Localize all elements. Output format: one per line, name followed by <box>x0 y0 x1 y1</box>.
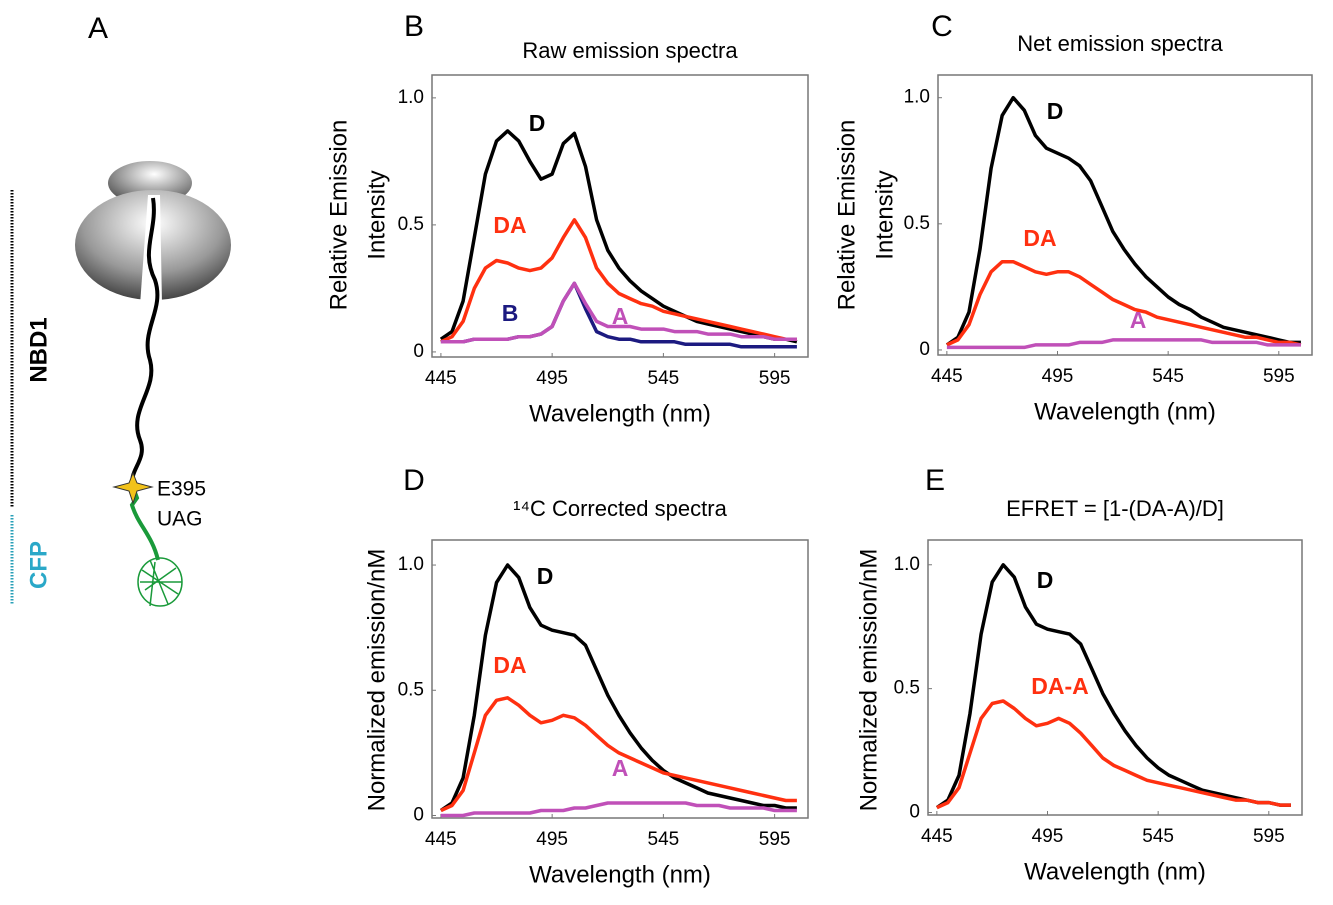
panel-letter: A <box>88 12 108 45</box>
chart-title: Net emission spectra <box>1017 31 1223 56</box>
spectrum-line <box>440 281 797 344</box>
plot-frame <box>431 74 809 358</box>
spectrum-line <box>440 696 797 813</box>
series-label: B <box>502 300 519 326</box>
plot-frame <box>431 539 809 819</box>
series-label: D <box>529 110 546 136</box>
series-label: A <box>612 303 629 329</box>
x-tick-label: 545 <box>648 829 680 850</box>
spectrum-line <box>936 699 1291 810</box>
chart-title: ¹⁴C Corrected spectra <box>513 496 727 521</box>
codon-label: UAG <box>157 508 203 531</box>
x-tick-label: 595 <box>759 368 791 389</box>
chart-title: EFRET = [1-(DA-A)/D] <box>1006 496 1224 521</box>
x-axis-label: Wavelength (nm) <box>529 400 711 427</box>
spectrum-line <box>946 259 1302 347</box>
chart-title: Raw emission spectra <box>522 38 738 63</box>
x-tick-label: 595 <box>1263 366 1295 387</box>
series-label: D <box>1037 567 1054 593</box>
y-tick-label: 0.5 <box>398 214 424 235</box>
x-axis-label: Wavelength (nm) <box>529 861 711 888</box>
x-tick-label: 495 <box>1042 366 1074 387</box>
x-tick-label: 445 <box>425 829 457 850</box>
y-tick-label: 0.5 <box>894 678 920 699</box>
nascent-chain <box>130 197 160 488</box>
y-tick-label: 1.0 <box>904 87 930 108</box>
x-tick-label: 445 <box>931 366 963 387</box>
y-tick-label: 1.0 <box>398 87 424 108</box>
spectrum-line <box>946 338 1301 350</box>
y-axis-label: Relative Emission <box>325 120 352 311</box>
chart-panel: E EFRET = [1-(DA-A)/D] Wavelength (nm) Norm… <box>855 464 1303 885</box>
series-label: DA <box>493 212 526 238</box>
y-axis-label: Normalized emission/nM <box>855 549 882 812</box>
spectrum-line <box>440 801 797 818</box>
y-tick-label: 1.0 <box>398 554 424 575</box>
x-tick-label: 495 <box>536 368 568 389</box>
spectrum-line <box>440 218 797 344</box>
x-axis-label: Wavelength (nm) <box>1034 398 1216 425</box>
y-tick-label: 0 <box>413 341 424 362</box>
cfp-linker <box>129 486 160 561</box>
y-tick-label: 0 <box>909 802 920 823</box>
y-tick-label: 0 <box>919 339 930 360</box>
site-label: E395 <box>157 478 206 501</box>
y-axis-label: Intensity <box>871 170 898 259</box>
x-tick-label: 545 <box>1142 826 1174 847</box>
y-tick-label: 1.0 <box>894 554 920 575</box>
series-label: A <box>1130 307 1147 333</box>
chart-panel: D ¹⁴C Corrected spectra Wavelength (nm) Nor… <box>363 464 809 888</box>
nbd1-label: NBD1 <box>25 317 52 382</box>
plot-frame <box>937 74 1313 356</box>
panel-letter: C <box>931 10 953 43</box>
spectrum-line <box>945 95 1301 347</box>
panel-letter: B <box>404 10 424 43</box>
x-tick-label: 545 <box>648 368 680 389</box>
panel-letter: E <box>925 464 945 497</box>
series-label: DA <box>1023 225 1056 251</box>
y-tick-label: 0.5 <box>904 213 930 234</box>
y-axis-label: Normalized emission/nM <box>363 549 390 812</box>
series-label: A <box>612 755 629 781</box>
cfp-structure <box>137 557 183 607</box>
panel-a: A NBD1 CFP E395 UAG <box>10 12 231 607</box>
star <box>112 471 154 505</box>
y-axis-label: Intensity <box>363 170 390 259</box>
x-tick-label: 495 <box>1032 826 1064 847</box>
x-axis-label: Wavelength (nm) <box>1024 858 1206 885</box>
y-axis-label: Relative Emission <box>833 120 860 311</box>
panel-letter: D <box>403 464 425 497</box>
series-label: D <box>1047 98 1064 124</box>
x-tick-label: 595 <box>759 829 791 850</box>
x-tick-label: 595 <box>1253 826 1285 847</box>
series-label: D <box>537 563 554 589</box>
series-label: DA-A <box>1031 673 1089 699</box>
cfp-label: CFP <box>25 541 52 589</box>
y-tick-label: 0.5 <box>398 679 424 700</box>
chart-panel: C Net emission spectra Wavelength (nm) Rela… <box>833 10 1313 425</box>
plot-frame <box>927 539 1303 816</box>
series-label: DA <box>493 652 526 678</box>
chart-panel: B Raw emission spectra Wavelength (nm) Rela… <box>325 10 809 427</box>
x-tick-label: 495 <box>536 829 568 850</box>
y-tick-label: 0 <box>413 805 424 826</box>
x-tick-label: 445 <box>425 368 457 389</box>
spectrum-line <box>935 563 1291 810</box>
spectrum-line <box>439 129 798 344</box>
x-tick-label: 545 <box>1152 366 1184 387</box>
spectrum-line <box>439 563 797 812</box>
x-tick-label: 445 <box>921 826 953 847</box>
